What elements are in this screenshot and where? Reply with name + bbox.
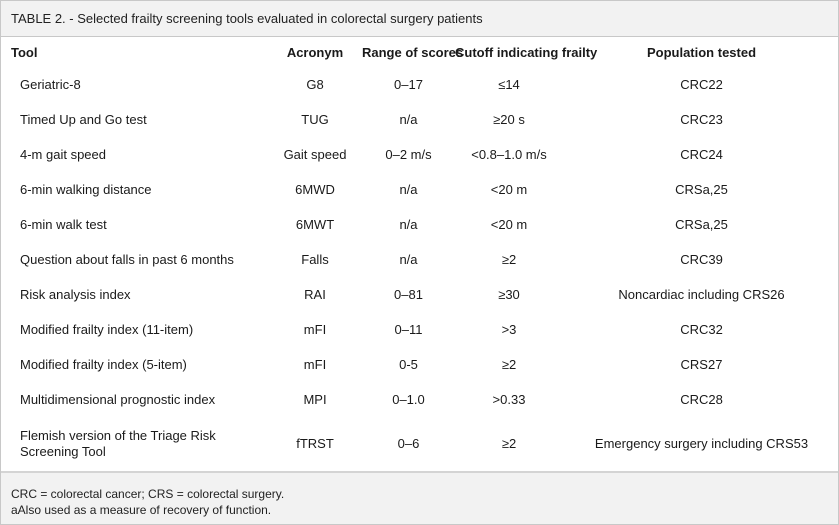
cell-range: 0–1.0	[392, 392, 425, 407]
cell-cutoff: >0.33	[492, 392, 526, 407]
cell-cutoff: >3	[501, 322, 517, 337]
cell-tool: 4-m gait speed	[20, 147, 106, 162]
cell-cutoff: <20 m	[490, 217, 528, 232]
cell-acronym: Falls	[301, 252, 329, 267]
header-cutoff: Cutoff indicating frailty	[455, 44, 598, 60]
cell-range: 0–17	[394, 77, 423, 92]
cell-acronym: G8	[306, 77, 324, 92]
table-row: Question about falls in past 6 months Fa…	[1, 242, 839, 277]
table-row: Modified frailty index (5-item) mFI 0-5 …	[1, 347, 839, 382]
table-row: 6-min walking distance 6MWD n/a <20 m CR…	[1, 172, 839, 207]
header-range: Range of scores	[362, 44, 464, 60]
cell-tool: Multidimensional prognostic index	[20, 392, 216, 407]
cell-tool: Geriatric-8	[20, 77, 81, 92]
table-row: Timed Up and Go test TUG n/a ≥20 s CRC23	[1, 102, 839, 137]
cell-tool: Risk analysis index	[20, 287, 131, 302]
table-row: Risk analysis index RAI 0–81 ≥30 Noncard…	[1, 277, 839, 312]
cell-population: CRC22	[680, 77, 723, 92]
table-footnotes: CRC = colorectal cancer; CRS = colorecta…	[1, 471, 838, 524]
cell-acronym: TUG	[301, 112, 329, 127]
frailty-tools-table: Tool Acronym Range of scores Cutoff indi…	[1, 37, 839, 470]
cell-tool: Flemish version of the Triage Risk Scree…	[20, 427, 216, 459]
cell-population: CRC24	[680, 147, 723, 162]
cell-acronym: fTRST	[296, 435, 334, 451]
cell-population: CRC39	[680, 252, 723, 267]
cell-range: n/a	[399, 252, 418, 267]
cell-cutoff: <20 m	[490, 182, 528, 197]
table-row: 4-m gait speed Gait speed 0–2 m/s <0.8–1…	[1, 137, 839, 172]
header-acronym: Acronym	[286, 44, 344, 60]
table-row: Geriatric-8 G8 0–17 ≤14 CRC22	[1, 67, 839, 102]
cell-range: n/a	[399, 112, 418, 127]
table-row: Multidimensional prognostic index MPI 0–…	[1, 382, 839, 417]
cell-tool: Timed Up and Go test	[20, 112, 147, 127]
cell-cutoff: <0.8–1.0 m/s	[471, 147, 547, 162]
cell-population: Noncardiac including CRS26	[618, 287, 785, 302]
cell-range: 0–6	[397, 435, 420, 451]
cell-cutoff: ≥2	[501, 357, 517, 372]
cell-cutoff: ≤14	[498, 77, 520, 92]
cell-range: n/a	[399, 217, 418, 232]
cell-cutoff: ≥2	[501, 252, 517, 267]
header-tool: Tool	[11, 44, 38, 60]
header-population: Population tested	[646, 44, 757, 60]
cell-range: n/a	[399, 182, 418, 197]
cell-range: 0–81	[394, 287, 423, 302]
table-row: Modified frailty index (11-item) mFI 0–1…	[1, 312, 839, 347]
table-caption: TABLE 2. - Selected frailty screening to…	[1, 1, 838, 37]
cell-tool: 6-min walking distance	[20, 182, 152, 197]
cell-population: CRC28	[680, 392, 723, 407]
cell-population: Emergency surgery including CRS53	[594, 435, 809, 451]
cell-acronym: RAI	[304, 287, 326, 302]
cell-population: CRC32	[680, 322, 723, 337]
cell-tool: Modified frailty index (5-item)	[20, 357, 187, 372]
cell-acronym: mFI	[303, 357, 327, 372]
cell-population: CRSa,25	[675, 182, 728, 197]
cell-tool: Question about falls in past 6 months	[20, 252, 234, 267]
cell-cutoff: ≥30	[498, 287, 520, 302]
cell-tool: Modified frailty index (11-item)	[20, 322, 194, 337]
cell-population: CRS27	[680, 357, 723, 372]
header-row: Tool Acronym Range of scores Cutoff indi…	[1, 37, 839, 67]
cell-acronym: MPI	[303, 392, 327, 407]
table-row: Flemish version of the Triage Risk Scree…	[1, 417, 839, 470]
cell-range: 0–2 m/s	[385, 147, 432, 162]
cell-cutoff: ≥2	[501, 435, 517, 451]
cell-acronym: 6MWD	[295, 182, 335, 197]
cell-population: CRC23	[680, 112, 723, 127]
cell-tool: 6-min walk test	[20, 217, 107, 232]
cell-cutoff: ≥20 s	[493, 112, 525, 127]
cell-range: 0-5	[399, 357, 418, 372]
cell-acronym: Gait speed	[283, 147, 347, 162]
cell-acronym: mFI	[303, 322, 327, 337]
footnote-abbreviations: CRC = colorectal cancer; CRS = colorecta…	[11, 487, 285, 501]
table-row: 6-min walk test 6MWT n/a <20 m CRSa,25	[1, 207, 839, 242]
cell-population: CRSa,25	[675, 217, 728, 232]
cell-acronym: 6MWT	[295, 217, 335, 232]
cell-range: 0–11	[394, 322, 423, 337]
footnote-a: aAlso used as a measure of recovery of f…	[11, 503, 272, 517]
